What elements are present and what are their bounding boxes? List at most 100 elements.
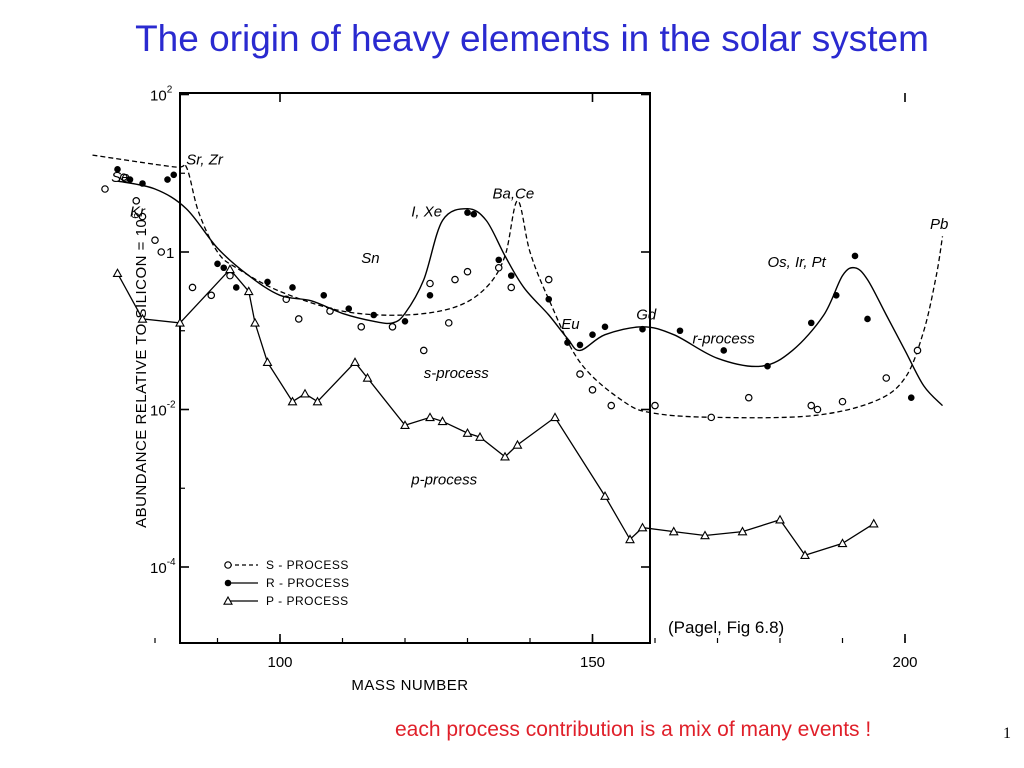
r-process-point — [464, 209, 471, 216]
r-process-point — [564, 339, 571, 346]
p-process-point — [625, 534, 635, 544]
s-process-point — [451, 275, 459, 284]
r-process-point — [639, 325, 646, 333]
r-process-point — [851, 252, 859, 260]
p-process-point — [112, 268, 123, 278]
chart-annotation: Ba,Ce — [493, 185, 535, 202]
r-process-point — [507, 272, 515, 279]
r-process-point — [720, 347, 728, 354]
r-process-point — [220, 264, 228, 272]
s-process-point — [463, 267, 472, 276]
r-process-point — [864, 315, 871, 323]
s-process-point — [444, 319, 453, 327]
r-process-point — [764, 362, 771, 370]
p-process-point — [350, 357, 360, 367]
chart-annotation: Pb — [930, 216, 948, 233]
chart-annotation: Sn — [361, 250, 379, 267]
plot-frame — [179, 92, 651, 644]
x-tick-label: 200 — [892, 654, 917, 671]
p-process-point — [700, 530, 710, 540]
p-process-point — [300, 388, 310, 398]
s-process-point — [188, 283, 197, 292]
s-process-point — [157, 248, 166, 256]
legend-label: R - PROCESS — [266, 576, 350, 590]
p-process-point — [137, 313, 148, 323]
p-process-point — [600, 490, 610, 500]
y-tick-label: 10-2 — [150, 400, 176, 420]
p-process-point — [312, 396, 323, 406]
s-process-point — [119, 173, 128, 181]
y-tick-exponent: 2 — [167, 85, 173, 96]
s-process-point — [651, 401, 659, 410]
p-process-point — [512, 439, 523, 449]
r-process-point — [114, 166, 121, 173]
s-process-point — [224, 561, 232, 569]
r-process-point — [545, 295, 553, 303]
chart-annotation: Eu — [561, 316, 580, 333]
s-process-point — [588, 386, 597, 394]
y-tick-exponent: -2 — [167, 400, 176, 411]
r-process-point — [289, 284, 296, 291]
r-process-point — [470, 210, 478, 218]
legend: S - PROCESS R - PROCESS P - PROCESS — [223, 558, 350, 608]
r-process-point — [495, 256, 503, 264]
footer-note: each process contribution is a mix of ma… — [395, 718, 872, 741]
y-tick-base: 10 — [150, 560, 167, 577]
p-process-point — [837, 538, 848, 548]
s-process-point — [388, 323, 397, 331]
r-process-point — [214, 260, 221, 268]
r-process-point — [164, 176, 171, 183]
y-axis-label: ABUNDANCE RELATIVE TO SILICON = 106 — [130, 212, 150, 528]
p-process-point — [243, 286, 254, 296]
r-process-point — [601, 323, 609, 331]
series-layer — [92, 154, 944, 559]
p-process-series — [112, 264, 879, 559]
s-process-point — [882, 374, 891, 382]
s-process-point — [226, 271, 234, 280]
legend-item: P - PROCESS — [223, 594, 348, 608]
slide-title: The origin of heavy elements in the sola… — [135, 18, 929, 59]
p-process-point — [737, 526, 748, 536]
r-process-point — [807, 319, 815, 327]
chart-annotation: Kr — [130, 204, 146, 221]
chart-annotation: Sr, Zr — [186, 152, 224, 169]
p-process-point — [668, 526, 679, 536]
y-tick-base: 1 — [166, 245, 174, 262]
chart-annotation: r-process — [693, 330, 756, 347]
p-process-point — [475, 431, 485, 441]
legend-item: S - PROCESS — [224, 558, 348, 572]
p-process-point — [462, 427, 473, 437]
p-process-point — [775, 514, 785, 524]
p-process-point — [550, 412, 560, 422]
r-process-curve — [117, 180, 944, 407]
legend-item: R - PROCESS — [224, 576, 350, 590]
s-process-point — [507, 283, 516, 292]
s-process-point — [101, 185, 109, 193]
chart-annotation: Se — [111, 169, 129, 186]
p-process-point — [637, 522, 648, 532]
y-tick-label: 10-4 — [150, 557, 176, 577]
chart-annotation: p-process — [410, 471, 477, 488]
s-process-point — [426, 279, 434, 288]
r-process-point — [126, 176, 134, 183]
r-process-point — [320, 292, 328, 299]
s-process-point — [576, 370, 584, 378]
s-process-point — [807, 401, 816, 410]
r-process-point — [224, 579, 232, 587]
r-process-point — [232, 284, 240, 291]
s-process-point — [607, 401, 616, 410]
y-tick-label: 102 — [150, 85, 173, 105]
x-tick-label: 100 — [267, 654, 292, 671]
y-tick-exponent: -4 — [167, 557, 176, 568]
s-process-point — [494, 263, 503, 272]
r-process-point — [576, 341, 584, 349]
y-tick-base: 10 — [150, 403, 167, 420]
s-process-point — [744, 393, 753, 402]
r-process-point — [589, 331, 596, 338]
s-process-point — [207, 291, 216, 300]
s-process-point — [813, 405, 822, 414]
y-tick-base: 10 — [150, 88, 167, 105]
r-process-point — [264, 278, 271, 286]
s-process-series — [92, 154, 944, 422]
